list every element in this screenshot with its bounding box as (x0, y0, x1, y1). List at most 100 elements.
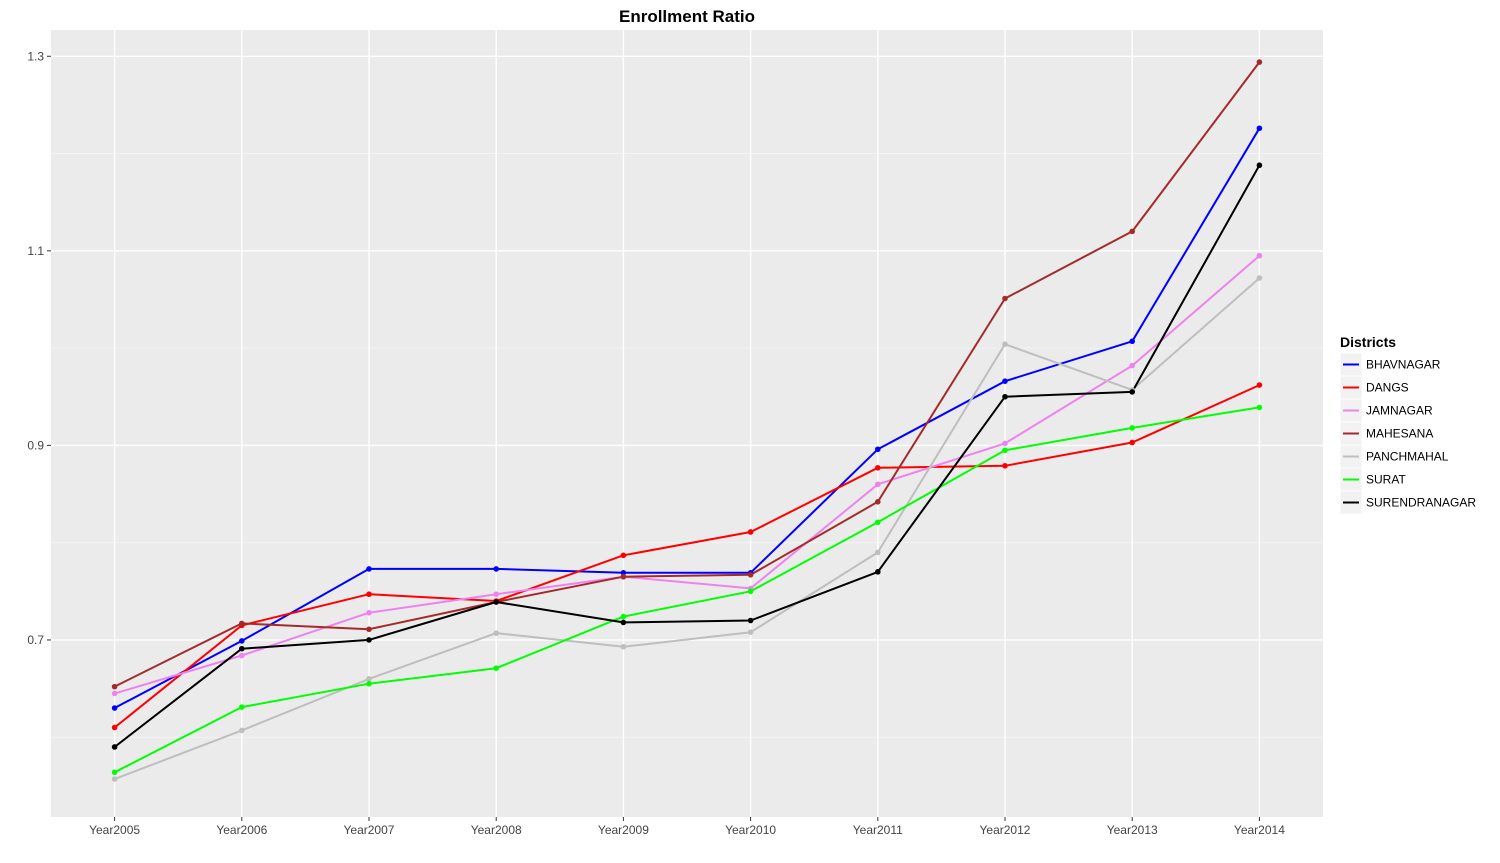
x-axis: Year2005 Year2006 Year2007 Year2008 Year2009… (89, 817, 1285, 837)
data-point-bhavnagar (1002, 378, 1008, 384)
data-point-surendranagar (239, 645, 245, 652)
legend-items: BHAVNAGAR DANGS JAMNAGAR MAHESANA PANCHMAHAL… (1339, 352, 1476, 515)
data-point-bhavnagar (1256, 125, 1263, 132)
x-tick-label: Year2010 (725, 823, 776, 837)
legend-label-surat: SURAT (1366, 473, 1406, 487)
legend-label-panchmahal: PANCHMAHAL (1366, 450, 1449, 464)
data-point-bhavnagar (366, 566, 372, 572)
data-point-mahesana (1129, 228, 1135, 235)
data-point-dangs (1002, 463, 1008, 469)
data-point-panchmahal (493, 630, 500, 636)
data-point-bhavnagar (620, 570, 627, 576)
data-point-panchmahal (1256, 275, 1263, 281)
data-point-dangs (1129, 439, 1135, 446)
data-point-jamnagar (366, 609, 372, 616)
data-point-bhavnagar (493, 566, 500, 572)
data-point-jamnagar (1129, 362, 1135, 369)
data-point-dangs (366, 591, 372, 598)
x-tick-label: Year2014 (1234, 823, 1285, 837)
x-tick-label: Year2006 (216, 823, 267, 837)
x-tick-label: Year2011 (853, 823, 903, 837)
data-point-surendranagar (493, 599, 500, 605)
series-line-jamnagar (114, 254, 1261, 695)
legend-label-surendranagar: SURENDRANAGAR (1366, 496, 1476, 510)
data-point-dangs (1256, 382, 1263, 388)
data-point-dangs (875, 464, 881, 471)
x-tick-label: Year2013 (1107, 823, 1158, 837)
data-point-jamnagar (1002, 440, 1008, 447)
data-point-dangs (747, 529, 754, 535)
y-tick-label: 1.1 (27, 244, 44, 258)
data-point-surat (239, 704, 245, 710)
data-point-panchmahal (1002, 341, 1008, 348)
data-point-surendranagar (620, 619, 627, 626)
data-point-mahesana (1256, 59, 1263, 65)
data-point-surendranagar (366, 637, 372, 643)
legend-label-bhavnagar: BHAVNAGAR (1366, 358, 1441, 372)
data-point-surat (111, 769, 118, 776)
data-point-mahesana (239, 620, 245, 627)
y-tick-label: 0.9 (27, 438, 44, 452)
data-point-surat (1002, 447, 1008, 454)
data-point-panchmahal (875, 549, 881, 556)
data-point-mahesana (620, 573, 627, 580)
data-point-surat (875, 519, 881, 526)
data-point-panchmahal (747, 629, 754, 635)
x-tick-label: Year2012 (980, 823, 1031, 837)
data-point-surendranagar (875, 569, 881, 575)
data-point-panchmahal (239, 727, 245, 734)
series-line-surendranagar (113, 164, 1261, 748)
data-point-panchmahal (111, 776, 118, 782)
data-point-bhavnagar (111, 705, 118, 711)
series-line-panchmahal (114, 277, 1261, 781)
data-point-surat (1129, 425, 1135, 431)
data-point-surendranagar (747, 617, 754, 624)
series-line-surat (114, 406, 1260, 774)
data-point-surat (493, 665, 500, 671)
data-point-jamnagar (1256, 252, 1263, 259)
series-lines (113, 61, 1261, 781)
y-tick-label: 1.3 (27, 49, 44, 63)
data-point-surendranagar (111, 744, 118, 750)
x-tick-label: Year2009 (598, 823, 649, 837)
data-point-mahesana (747, 571, 754, 578)
data-point-bhavnagar (1129, 338, 1135, 345)
data-point-bhavnagar (875, 446, 881, 453)
x-tick-label: Year2007 (344, 823, 395, 837)
data-point-jamnagar (875, 481, 881, 488)
legend: Districts BHAVNAGAR DANGS JAMNAGAR MAHESANA… (1339, 334, 1476, 515)
series-line-bhavnagar (114, 127, 1261, 709)
data-point-panchmahal (366, 676, 372, 682)
legend-label-jamnagar: JAMNAGAR (1366, 404, 1433, 418)
plot-panel (51, 30, 1323, 817)
legend-title: Districts (1340, 334, 1396, 350)
legend-label-mahesana: MAHESANA (1366, 427, 1433, 441)
y-tick-label: 0.7 (27, 633, 44, 647)
series-line-dangs (113, 384, 1260, 729)
data-point-mahesana (366, 626, 372, 633)
data-point-dangs (111, 724, 118, 731)
data-point-mahesana (111, 683, 118, 690)
data-point-surendranagar (1002, 393, 1008, 400)
data-point-surat (366, 680, 372, 687)
chart-title: Enrollment Ratio (619, 7, 755, 26)
x-tick-label: Year2005 (89, 823, 140, 837)
x-tick-label: Year2008 (471, 823, 522, 837)
data-point-surat (747, 588, 754, 595)
data-point-bhavnagar (239, 638, 245, 644)
data-point-surendranagar (1129, 389, 1135, 395)
data-point-mahesana (875, 499, 881, 505)
data-point-panchmahal (620, 643, 627, 650)
data-point-jamnagar (239, 652, 245, 659)
data-point-surendranagar (1256, 162, 1263, 169)
y-axis: 0.7 0.9 1.1 1.3 (27, 49, 51, 647)
data-point-surat (1256, 404, 1263, 411)
series-points (111, 59, 1263, 782)
data-point-jamnagar (111, 690, 118, 697)
data-point-surat (620, 613, 627, 620)
legend-label-dangs: DANGS (1366, 381, 1409, 395)
data-point-mahesana (1002, 295, 1008, 302)
data-point-jamnagar (493, 591, 500, 598)
series-line-mahesana (114, 61, 1261, 688)
